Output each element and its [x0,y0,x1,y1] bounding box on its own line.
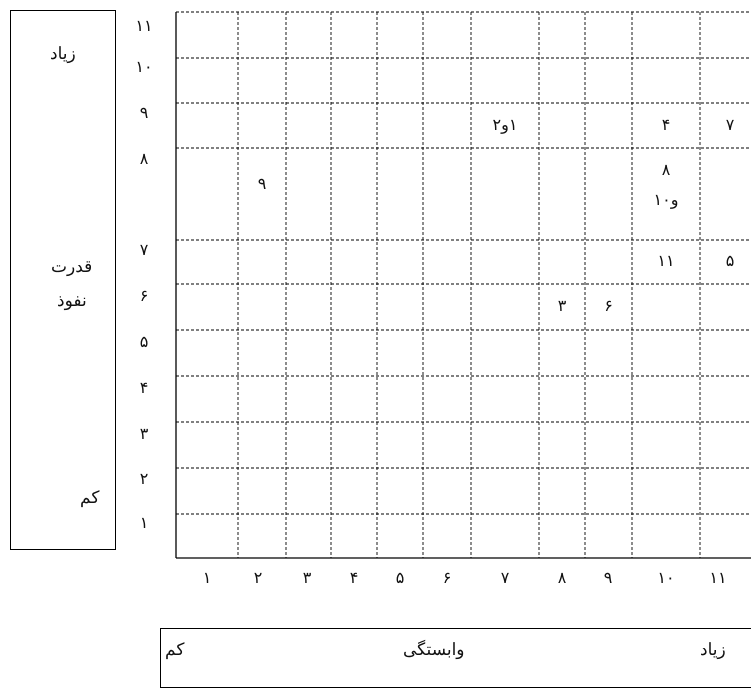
y-tick-label: ۶ [139,286,149,305]
y-high-label: زیاد [50,44,76,64]
y-tick-label: ۴ [139,378,149,397]
data-point-label: ۴ [661,114,671,134]
x-axis-title: وابستگی [403,640,465,660]
x-tick-label: ۲ [253,568,263,587]
data-point-label: ۷ [725,114,735,134]
x-tick-label: ۱۱ [709,568,727,587]
x-low-label: کم [165,640,185,660]
y-tick-label: ۷ [139,240,149,259]
y-tick-label: ۳ [139,424,149,443]
x-tick-label: ۱ [202,568,212,587]
data-point-label: ۸ [661,160,671,179]
x-high-label: زیاد [700,640,726,660]
y-low-label: کم [80,488,100,508]
plot-area [175,11,751,559]
y-tick-label: ۱ [139,513,149,532]
y-tick-label: ۱۰ [135,57,153,76]
x-tick-label: ۴ [349,568,359,587]
x-tick-label: ۹ [603,568,613,587]
data-point-label: ۶ [604,296,613,315]
x-tick-label: ۶ [442,568,452,587]
y-tick-label: ۵ [139,332,149,351]
data-point-label: ۱۱ [657,251,675,270]
y-tick-label: ۲ [139,469,149,488]
x-tick-label: ۵ [395,568,405,587]
x-tick-label: ۸ [557,568,567,587]
x-tick-label: ۳ [302,568,312,587]
data-point-label: ۱و۲ [492,114,518,134]
data-point-label: و۱۰ [653,190,679,209]
y-axis-label-line2: نفوذ [57,291,87,311]
y-tick-label: ۸ [139,149,149,168]
data-point-label: ۳ [557,296,567,315]
data-point-label: ۹ [257,174,267,193]
y-axis-label-box [10,10,116,550]
x-tick-label: ۷ [500,568,510,587]
y-axis-label-line1: قدرت [51,257,93,277]
data-point-label: ۵ [725,251,735,270]
y-tick-label: ۱۱ [135,16,153,35]
y-tick-label: ۹ [139,103,149,122]
x-tick-label: ۱۰ [657,568,675,587]
